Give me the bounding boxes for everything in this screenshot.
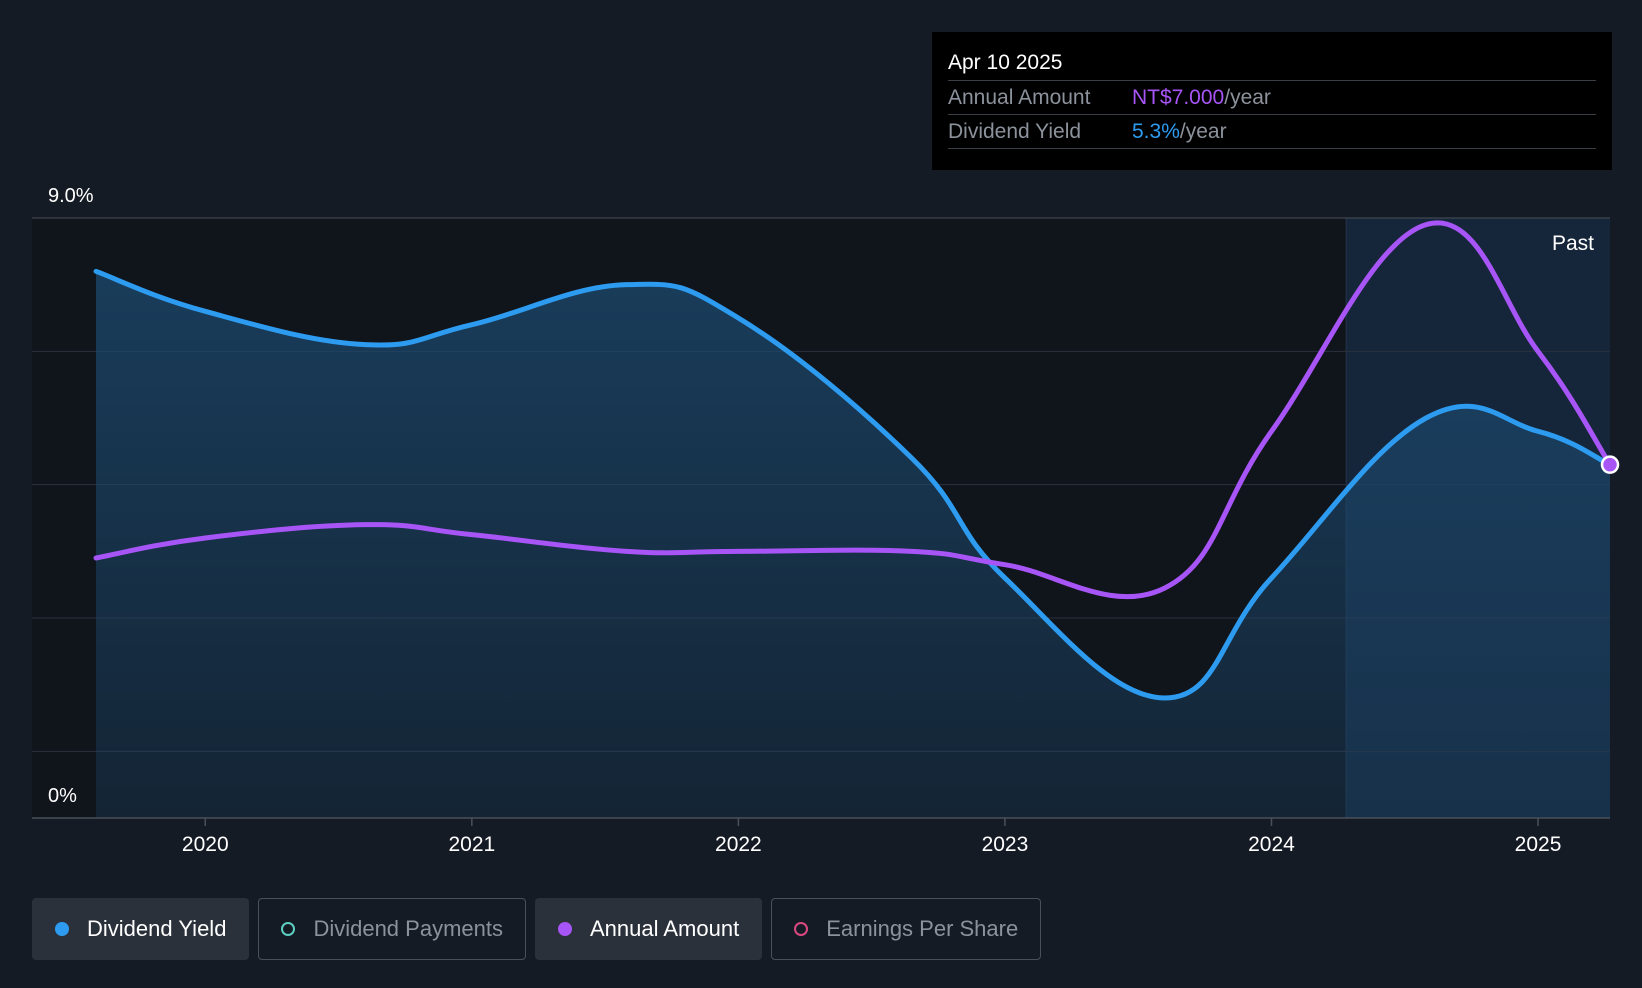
legend-annual-amount[interactable]: Annual Amount xyxy=(534,898,763,960)
legend-dividend-yield[interactable]: Dividend Yield xyxy=(32,898,250,960)
dividend-yield-line xyxy=(93,268,1613,701)
tooltip-annual-value: NT$7.000 xyxy=(1132,86,1225,109)
tooltip-annual-label: Annual Amount xyxy=(948,86,1091,109)
earnings-per-share-dot-icon xyxy=(794,922,809,936)
current-point-marker xyxy=(1600,455,1620,474)
x-tick-label: 2020 xyxy=(182,833,229,856)
x-tick-label: 2022 xyxy=(715,833,762,856)
legend-label: Dividend Yield xyxy=(87,916,227,941)
tooltip: Apr 10 2025 Annual Amount NT$7.000 /year… xyxy=(932,32,1612,170)
past-label: Past xyxy=(1552,232,1594,255)
x-tick-label: 2025 xyxy=(1515,833,1562,856)
legend-label: Annual Amount xyxy=(589,916,740,941)
dividend-payments-dot-icon xyxy=(281,922,296,936)
y-tick-label-top: 9.0% xyxy=(48,185,94,207)
x-tick-label: 2021 xyxy=(448,833,495,856)
tooltip-yield-row: Dividend Yield 5.3% /year xyxy=(948,114,1596,149)
tooltip-yield-value: 5.3% xyxy=(1132,120,1180,143)
tooltip-yield-label: Dividend Yield xyxy=(948,120,1082,143)
x-tick-label: 2023 xyxy=(982,833,1029,856)
annual-amount-line xyxy=(93,220,1613,600)
tooltip-date: Apr 10 2025 xyxy=(948,51,1063,74)
tooltip-yield-unit: /year xyxy=(1179,120,1227,143)
x-tick-label: 2024 xyxy=(1248,833,1295,856)
annual-amount-dot-icon xyxy=(557,922,572,936)
legend-label: Earnings Per Share xyxy=(826,916,1019,941)
legend-dividend-payments[interactable]: Dividend Payments xyxy=(258,898,526,960)
y-tick-label-bottom: 0% xyxy=(48,785,77,807)
legend-label: Dividend Payments xyxy=(313,916,503,941)
tooltip-annual-unit: /year xyxy=(1224,86,1271,109)
dividend-yield-dot-icon xyxy=(55,922,69,936)
tooltip-annual-row: Annual Amount NT$7.000 /year xyxy=(948,80,1596,114)
legend-earnings-per-share[interactable]: Earnings Per Share xyxy=(771,898,1042,960)
legend: Dividend Yield Dividend Payments Annual … xyxy=(32,898,1042,960)
dividend-yield-area xyxy=(96,271,1610,818)
